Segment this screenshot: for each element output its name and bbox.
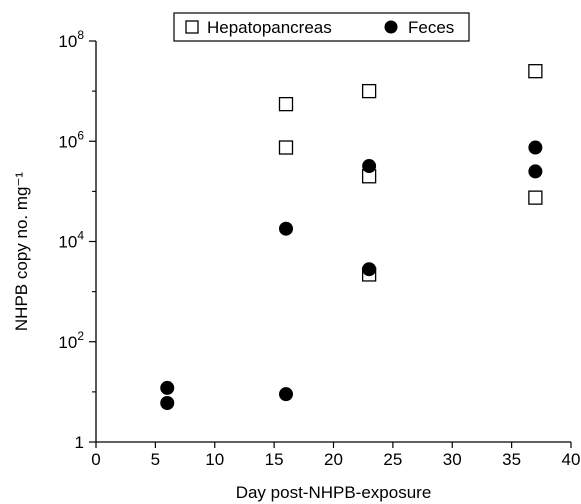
- hepatopancreas-point: [361, 83, 377, 99]
- x-tick-label: 10: [205, 450, 224, 469]
- y-tick-label: 108: [58, 28, 84, 51]
- feces-point: [279, 387, 293, 402]
- legend-box: [173, 12, 470, 42]
- x-tick-label: 0: [91, 450, 100, 469]
- legend-label-feces: Feces: [408, 18, 454, 37]
- y-tick-label: 106: [58, 128, 84, 151]
- legend: Hepatopancreas Feces: [173, 12, 470, 42]
- feces-point: [362, 262, 377, 277]
- x-tick-label: 20: [324, 450, 343, 469]
- data-points: [160, 64, 543, 410]
- feces-point: [528, 140, 543, 155]
- hepatopancreas-point: [278, 96, 294, 112]
- x-tick-label: 35: [502, 450, 521, 469]
- hepatopancreas-point: [528, 190, 543, 205]
- feces-point: [528, 164, 543, 179]
- x-tick-label: 15: [265, 450, 284, 469]
- feces-point: [362, 159, 377, 174]
- x-tick-label: 40: [562, 450, 581, 469]
- hepatopancreas-point: [528, 64, 543, 79]
- x-axis-label: Day post-NHPB-exposure: [236, 483, 432, 502]
- y-axis-ticks: 1 102 104 106 108: [58, 28, 96, 452]
- y-tick-label: 102: [58, 329, 84, 352]
- y-tick-label: 1: [75, 433, 84, 452]
- x-tick-label: 25: [383, 450, 402, 469]
- x-axis-ticks: 0 5 10 15 20 25 30 35 40: [91, 442, 580, 469]
- feces-point: [160, 380, 175, 395]
- hepatopancreas-point: [278, 140, 294, 155]
- legend-square-marker: [185, 20, 199, 34]
- y-axis-label: NHPB copy no. mg⁻¹: [12, 172, 31, 332]
- feces-point: [160, 395, 175, 410]
- legend-circle-marker: [384, 20, 398, 34]
- feces-point: [279, 221, 293, 236]
- x-tick-label: 5: [151, 450, 160, 469]
- legend-label-hepatopancreas: Hepatopancreas: [207, 18, 332, 37]
- x-tick-label: 30: [443, 450, 462, 469]
- y-tick-label: 104: [58, 229, 84, 252]
